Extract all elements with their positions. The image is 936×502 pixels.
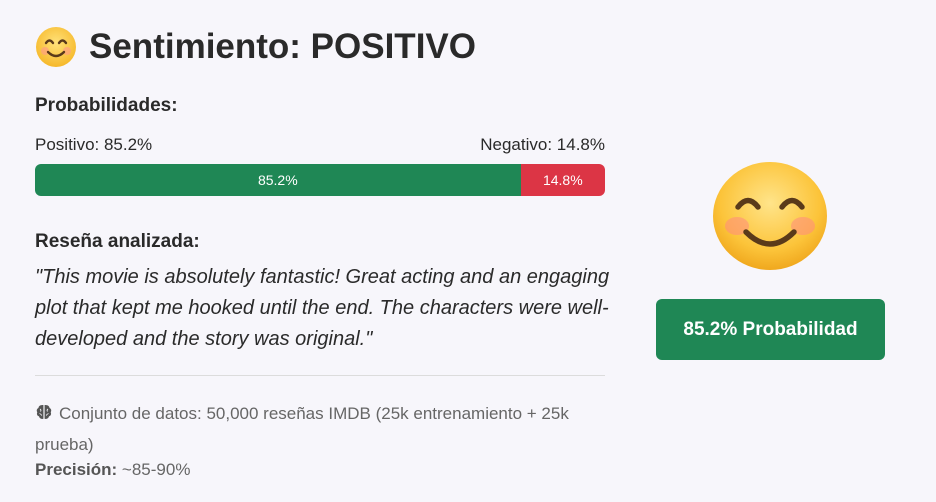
positive-bar-text: 85.2% [257,172,298,188]
negative-bar-segment: 14.8% [520,164,605,196]
review-heading: Reseña analizada: [35,231,200,252]
probability-labels: Positivo: 85.2% Negativo: 14.8% [35,135,605,155]
divider [35,375,605,376]
probability-button[interactable]: 85.2% Probabilidad [656,299,885,360]
precision-info: Precisión: ~85-90% [35,460,190,480]
positive-label: Positivo: 85.2% [35,135,153,154]
probabilities-heading: Probabilidades: [35,95,178,116]
probability-bar: 85.2% 14.8% [35,164,605,196]
dataset-text: Conjunto de datos: 50,000 reseñas IMDB (… [35,404,569,454]
negative-bar-text: 14.8% [542,172,583,188]
dataset-info: Conjunto de datos: 50,000 reseñas IMDB (… [35,398,615,460]
precision-label: Precisión: [35,460,118,479]
positive-bar-segment: 85.2% [35,164,521,196]
review-text: "This movie is absolutely fantastic! Gre… [35,266,610,350]
negative-label: Negativo: 14.8% [480,135,605,154]
smiling-face-icon [36,27,76,67]
smiling-face-icon [713,162,827,270]
precision-value: ~85-90% [117,460,191,479]
page-title: Sentimiento: POSITIVO [35,26,476,68]
brain-icon [36,404,52,420]
sentiment-title: Sentimiento: POSITIVO [89,27,476,66]
